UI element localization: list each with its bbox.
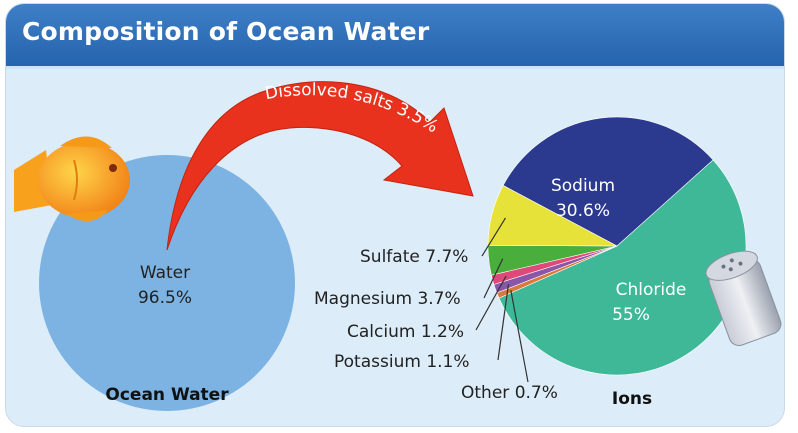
pie-slice-water (39, 155, 295, 411)
sodium-label: Sodium (551, 176, 615, 196)
leader-line-sulfate (481, 217, 507, 257)
leader-line-other (510, 290, 529, 383)
ocean-water-pie (39, 155, 295, 411)
water-slice-label: Water (140, 263, 190, 283)
leader-line-potassium (497, 284, 510, 361)
potassium-label: Potassium 1.1% (334, 352, 470, 372)
leader-line-magnesium (483, 258, 504, 299)
magnesium-label: Magnesium 3.7% (314, 289, 461, 309)
leader-line-calcium (475, 275, 507, 331)
ions-pie (487, 116, 747, 376)
ions-caption: Ions (612, 389, 652, 409)
water-slice-value: 96.5% (138, 288, 192, 308)
pie-slice-chloride (498, 159, 747, 376)
leader-lines (475, 217, 529, 383)
chloride-label: Chloride (616, 280, 687, 300)
calcium-label: Calcium 1.2% (347, 322, 464, 342)
title-banner: Composition of Ocean Water (6, 4, 784, 69)
salt-shaker-icon (705, 250, 782, 346)
ocean-water-caption: Ocean Water (105, 385, 229, 405)
chloride-value: 55% (612, 305, 650, 325)
sodium-value: 30.6% (556, 201, 610, 221)
fish-icon (14, 136, 130, 222)
chart-title: Composition of Ocean Water (22, 17, 430, 46)
pie-slice-sodium (502, 116, 714, 247)
sulfate-label: Sulfate 7.7% (360, 247, 468, 267)
other-label: Other 0.7% (461, 383, 558, 403)
